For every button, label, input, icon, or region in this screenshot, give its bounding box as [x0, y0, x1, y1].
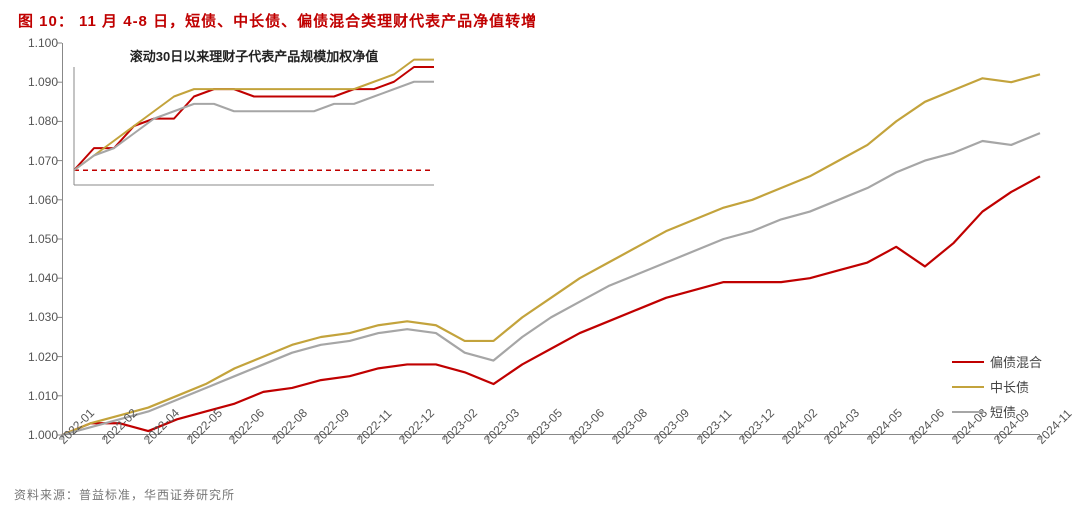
inset-series-line [74, 60, 434, 171]
legend-item: 偏债混合 [952, 352, 1042, 371]
source-line: 资料来源：普益标准，华西证券研究所 [14, 486, 235, 503]
inset-series-line [74, 82, 434, 171]
figure-title: 图 10： 11 月 4-8 日，短债、中长债、偏债混合类理财代表产品净值转增 [18, 10, 1066, 31]
legend-swatch [952, 386, 984, 388]
legend-swatch [952, 361, 984, 363]
y-tick-label: 1.050 [28, 232, 62, 246]
legend-label: 中长债 [990, 377, 1029, 396]
y-tick-label: 1.030 [28, 310, 62, 324]
inset-plot [74, 67, 434, 185]
legend-item: 中长债 [952, 377, 1042, 396]
legend-label: 偏债混合 [990, 352, 1042, 371]
x-axis-line [62, 434, 1040, 435]
figure-container: 图 10： 11 月 4-8 日，短债、中长债、偏债混合类理财代表产品净值转增 … [0, 0, 1080, 506]
y-tick-label: 1.080 [28, 114, 62, 128]
legend-label: 短债 [990, 402, 1016, 421]
y-tick-label: 1.010 [28, 389, 62, 403]
legend-swatch [952, 411, 984, 413]
legend: 偏债混合 中长债 短债 [952, 346, 1042, 427]
y-tick-label: 1.060 [28, 193, 62, 207]
inset-series-line [74, 67, 434, 170]
legend-item: 短债 [952, 402, 1042, 421]
inset-title: 滚动30日以来理财子代表产品规模加权净值 [74, 49, 434, 65]
y-axis-line [62, 43, 63, 435]
y-tick-label: 1.100 [28, 36, 62, 50]
y-tick-label: 1.020 [28, 350, 62, 364]
inset-chart: 滚动30日以来理财子代表产品规模加权净值 [74, 49, 434, 209]
series-line [62, 176, 1040, 435]
figure-title-text: 11 月 4-8 日，短债、中长债、偏债混合类理财代表产品净值转增 [79, 13, 537, 30]
chart-area: 1.0001.0101.0201.0301.0401.0501.0601.070… [14, 35, 1066, 479]
y-tick-label: 1.040 [28, 271, 62, 285]
figure-number: 图 10： [18, 13, 74, 30]
y-tick-label: 1.090 [28, 75, 62, 89]
y-tick-label: 1.070 [28, 154, 62, 168]
inset-lines-svg [74, 67, 434, 185]
